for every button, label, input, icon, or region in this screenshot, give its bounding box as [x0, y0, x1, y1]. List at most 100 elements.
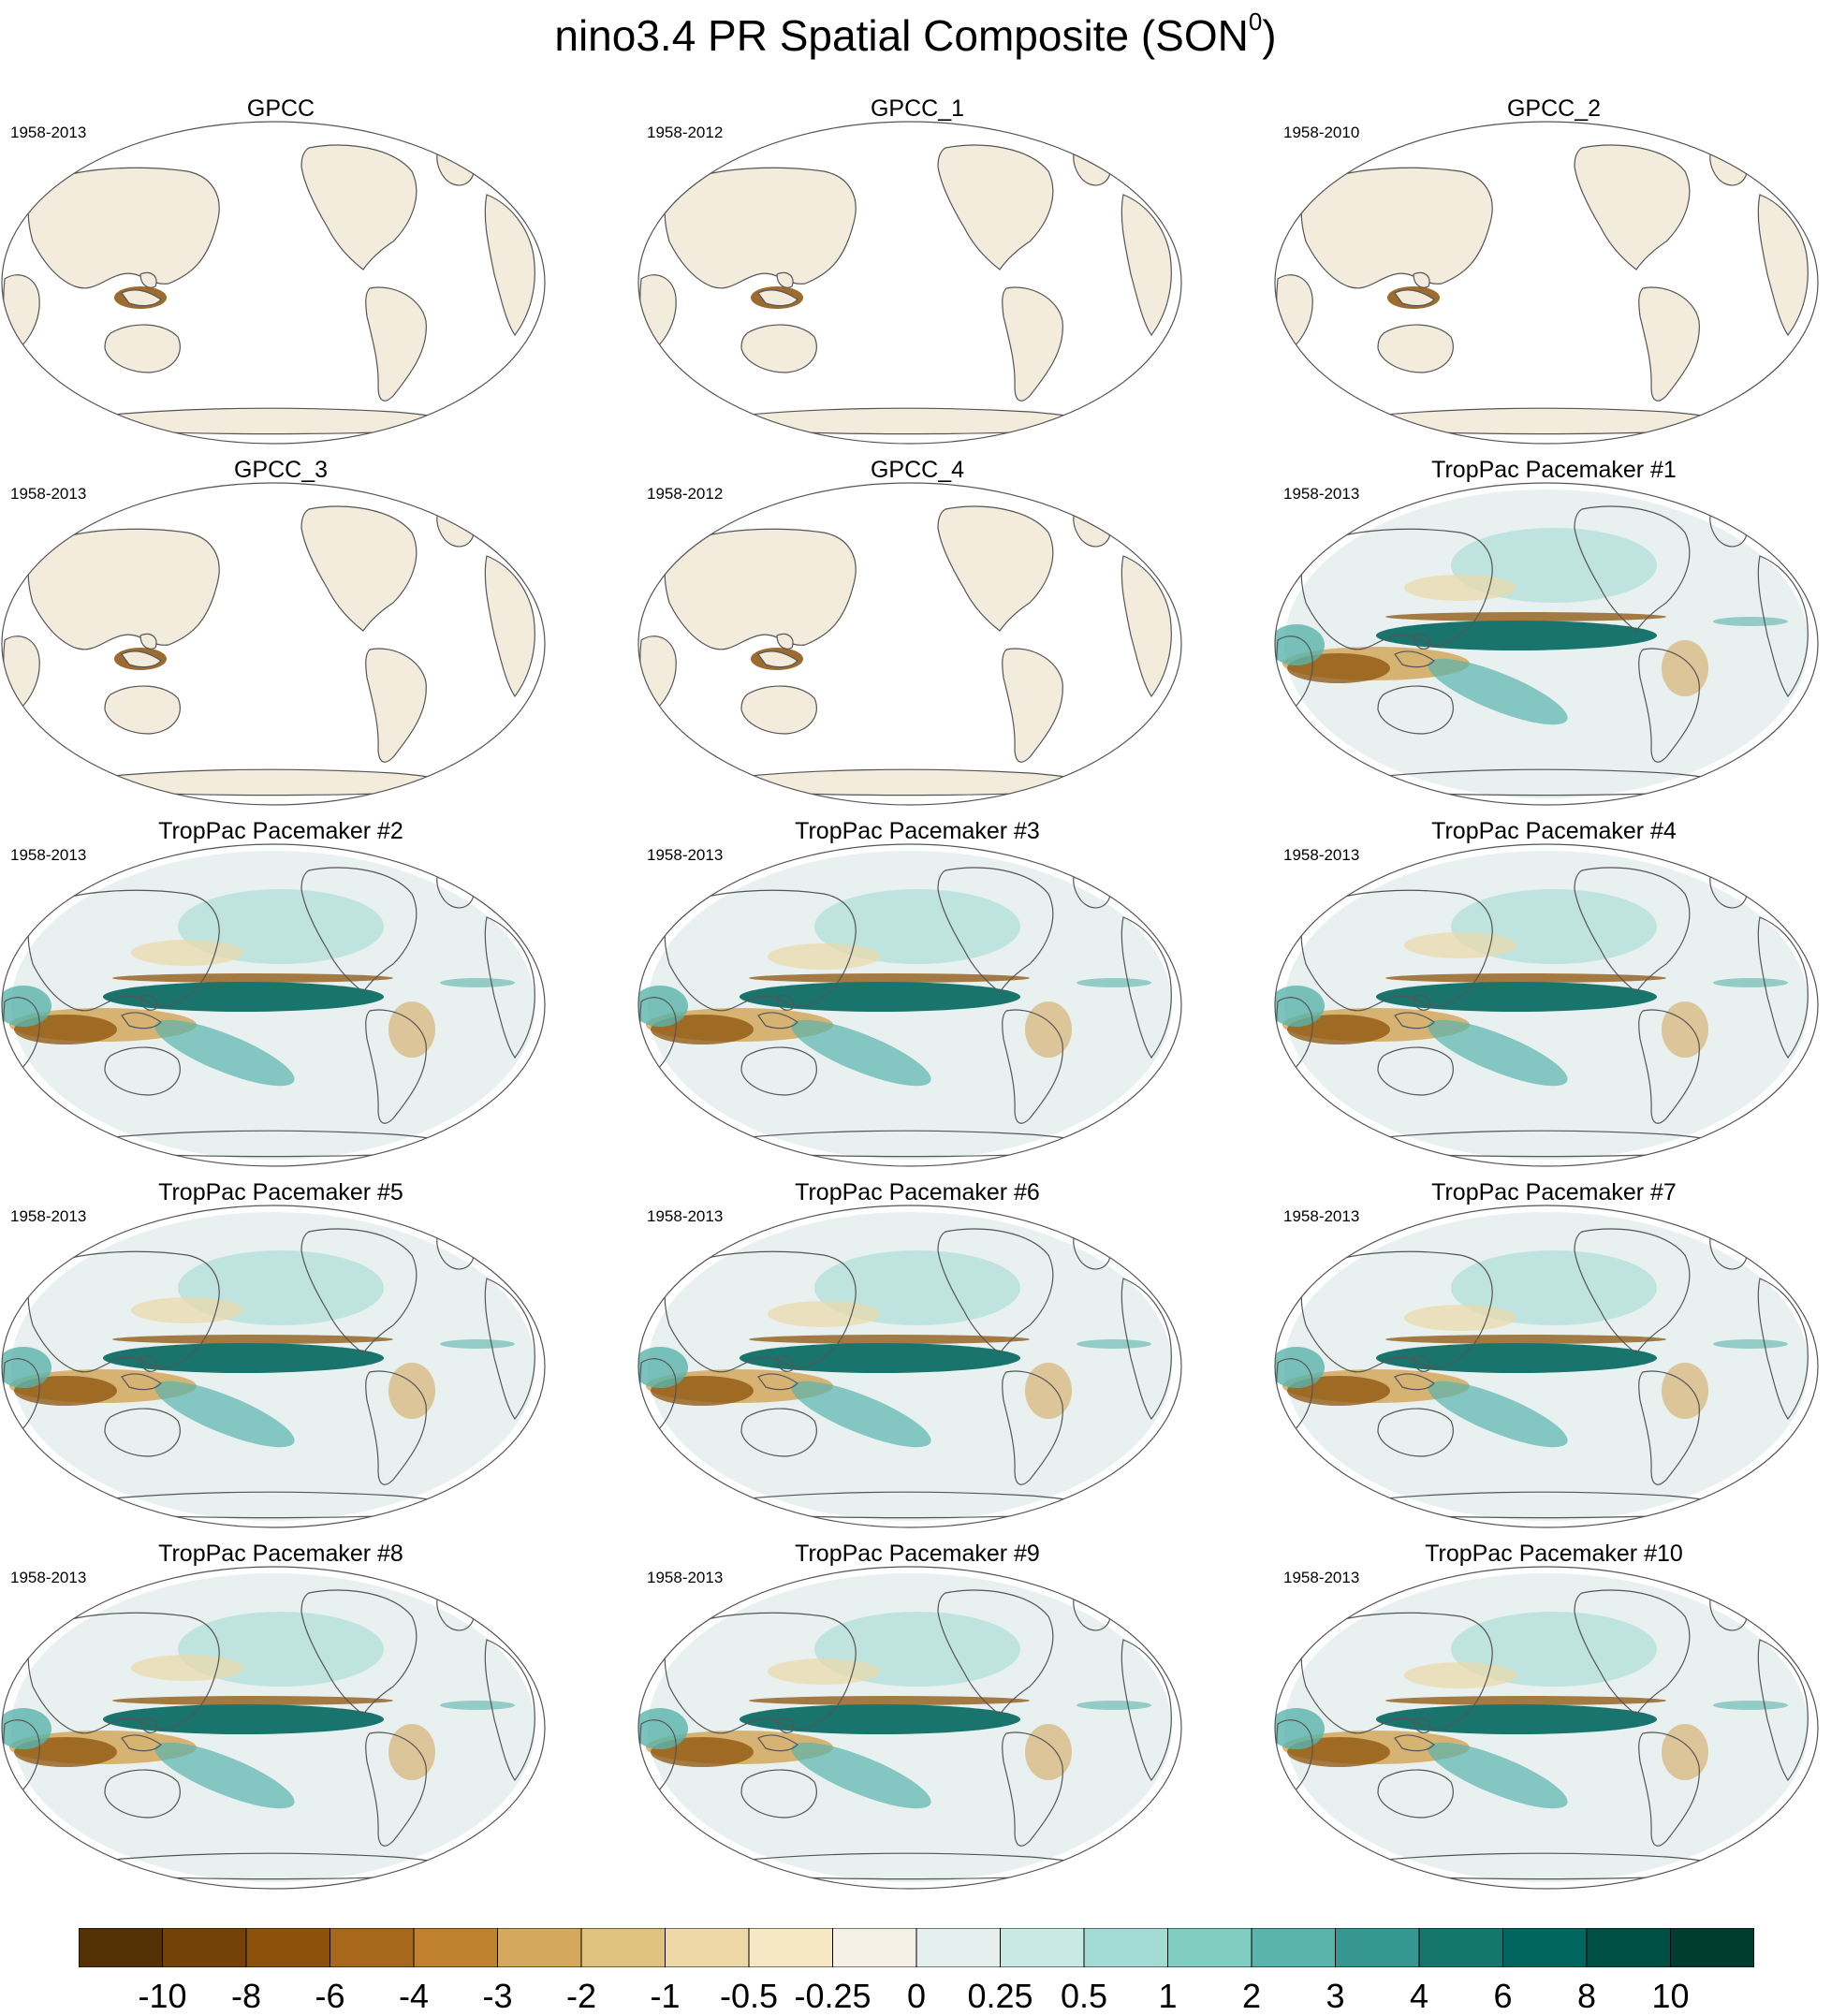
south-america-outline [365, 648, 427, 763]
indonesia-outline [1394, 1012, 1435, 1030]
map-panel: TropPac Pacemaker #3 1958-2013 [637, 818, 1236, 1178]
south-america-dry-anomaly [388, 1363, 435, 1419]
eurasia-west-outline [27, 1250, 220, 1373]
equatorial-pacific-dry-edge [112, 1335, 393, 1344]
europe-africa-east-outline [1121, 1639, 1172, 1782]
south-america-outline [1002, 1731, 1063, 1847]
colorbar-tick-label: -3 [482, 1977, 513, 2015]
eurasia-west-outline [27, 528, 220, 650]
colorbar-swatch [832, 1928, 917, 1967]
europe-africa-east-outline [1121, 1278, 1172, 1421]
australia-outline [740, 1769, 817, 1819]
map-shading [1275, 489, 1809, 798]
map-shading [1276, 144, 1809, 435]
figure-title-text: nino3.4 PR Spatial Composite (SON [554, 11, 1249, 60]
subtropical-dry-anomaly [131, 940, 243, 966]
indonesia-outline [757, 289, 798, 307]
spcz-wet-anomaly [154, 1742, 295, 1809]
map-border [637, 1566, 1182, 1890]
equatorial-pacific-wet-anomaly [103, 982, 384, 1012]
panel-title: TropPac Pacemaker #9 [795, 1541, 1040, 1567]
south-america-outline [1002, 648, 1063, 763]
spcz-wet-anomaly [1428, 1019, 1568, 1087]
map-border [637, 482, 1182, 806]
indonesia-outline [1394, 650, 1435, 668]
map-border [1274, 1566, 1819, 1890]
indian-ocean-wet-anomaly [2, 1347, 51, 1388]
equatorial-pacific-wet-anomaly [1376, 621, 1657, 650]
eurasia-west-outline [1300, 1250, 1493, 1373]
robinson-map [1, 121, 546, 445]
indonesia-outline [757, 650, 798, 668]
equatorial-pacific-wet-anomaly [103, 1704, 384, 1734]
eurasia-west-outline [1300, 889, 1493, 1012]
indian-ocean-wet-anomaly [2, 1708, 51, 1749]
equatorial-pacific-wet-anomaly [740, 1343, 1020, 1373]
map-border [1274, 121, 1819, 445]
robinson-map [1, 1205, 546, 1528]
panel-title: TropPac Pacemaker #3 [795, 818, 1040, 844]
panel-title: GPCC_1 [870, 95, 965, 122]
borneo-outline [1413, 1355, 1430, 1372]
map-shading [1275, 1573, 1809, 1882]
europe-africa-east-outline [1757, 1639, 1809, 1782]
map-panel: TropPac Pacemaker #8 1958-2013 [0, 1541, 599, 1901]
colorbar-tick-label: 0 [906, 1977, 927, 2015]
atlantic-itcz-wet-anomaly [1713, 617, 1788, 626]
map-panel: TropPac Pacemaker #5 1958-2013 [0, 1179, 599, 1540]
colorbar-swatch [1335, 1928, 1420, 1967]
australia-outline [104, 685, 181, 735]
europe-africa-east-outline [1757, 916, 1809, 1059]
spcz-wet-anomaly [791, 1742, 931, 1809]
europe-africa-east-outline [1757, 1278, 1809, 1421]
south-america-outline [1638, 1370, 1700, 1485]
colorbar-swatch [330, 1928, 415, 1967]
colorbar-tick-label: 2 [1241, 1977, 1262, 2015]
map-shading [1275, 851, 1809, 1160]
indian-ocean-wet-anomaly [638, 1708, 688, 1749]
colorbar-swatch [1167, 1928, 1252, 1967]
map-border [1, 1566, 546, 1890]
indonesia-outline [121, 1734, 162, 1752]
map-shading [638, 851, 1172, 1160]
indian-ocean-wet-anomaly [1275, 1708, 1325, 1749]
colorbar-swatch [1083, 1928, 1168, 1967]
colorbar-swatch [497, 1928, 582, 1967]
eurasia-west-outline [1300, 1612, 1493, 1734]
equatorial-pacific-dry-edge [749, 1696, 1030, 1705]
figure-title-superscript: 0 [1248, 7, 1263, 36]
indonesia-outline [1394, 1734, 1435, 1752]
north-america-outline [300, 867, 417, 993]
equatorial-pacific-dry-edge [1385, 973, 1666, 983]
borneo-outline [1413, 994, 1430, 1011]
australia-outline [1377, 324, 1454, 373]
robinson-map [1, 482, 546, 806]
indian-ocean-wet-anomaly [1275, 624, 1325, 665]
europe-africa-east-outline [1121, 194, 1172, 337]
borneo-outline [1413, 1717, 1430, 1733]
colorbar-swatch [79, 1928, 163, 1967]
map-panel: TropPac Pacemaker #2 1958-2013 [0, 818, 599, 1178]
australia-outline [104, 1769, 181, 1819]
colorbar-swatch [1502, 1928, 1588, 1967]
eurasia-west-outline [1300, 528, 1493, 650]
south-america-outline [1638, 648, 1700, 763]
colorbar-tick-label: 6 [1493, 1977, 1513, 2015]
panel-title: TropPac Pacemaker #10 [1425, 1541, 1683, 1567]
australia-outline [104, 324, 181, 373]
colorbar-swatch [916, 1928, 1001, 1967]
colorbar-tick-label: 1 [1158, 1977, 1178, 2015]
borneo-outline [776, 994, 794, 1011]
south-america-outline [365, 1731, 427, 1847]
figure-title-close: ) [1262, 11, 1277, 60]
australia-outline [740, 685, 817, 735]
australia-outline [740, 1408, 817, 1457]
borneo-outline [1413, 271, 1430, 288]
panel-period: 1958-2013 [647, 1569, 724, 1586]
figure-title: nino3.4 PR Spatial Composite (SON0) [0, 7, 1831, 61]
map-panel: GPCC_1 1958-2012 [637, 95, 1236, 456]
panel-title: GPCC_3 [233, 457, 329, 483]
borneo-outline [139, 1717, 157, 1733]
north-america-outline [300, 1228, 417, 1354]
spcz-wet-anomaly [1428, 1381, 1568, 1448]
